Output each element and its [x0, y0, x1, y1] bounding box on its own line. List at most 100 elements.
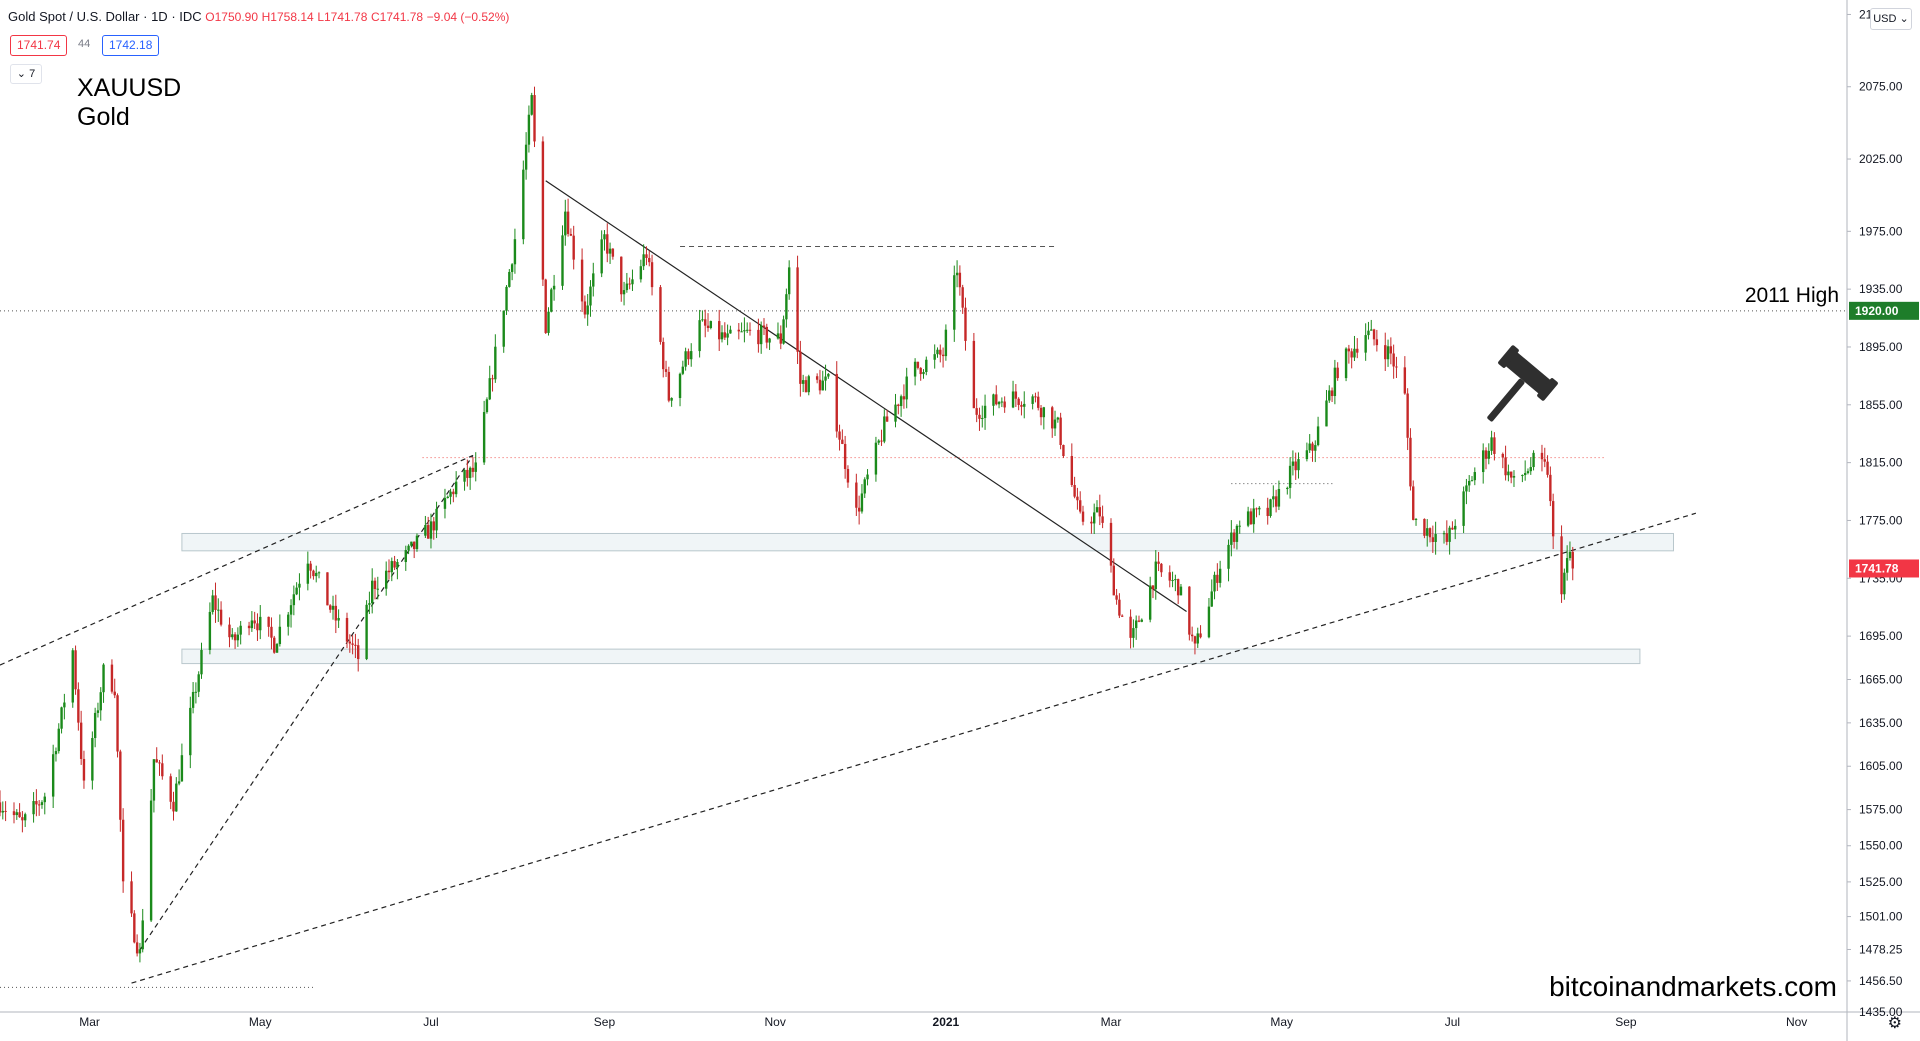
candle-body	[278, 626, 282, 645]
buy-price-button[interactable]: 1742.18	[102, 35, 160, 56]
candle-body	[432, 521, 435, 531]
candle-body	[370, 580, 374, 604]
candle-body	[796, 267, 799, 352]
candle-body	[880, 440, 883, 442]
gear-icon[interactable]: ⚙	[1887, 1015, 1902, 1032]
candle-body	[1571, 551, 1574, 569]
candle-body	[807, 376, 810, 393]
symbol-title[interactable]: Gold Spot / U.S. Dollar	[8, 9, 140, 24]
candle-body	[259, 616, 262, 631]
candle-body	[96, 710, 100, 713]
y-tick-label: 1895.00	[1859, 340, 1903, 354]
candle-body	[309, 563, 312, 571]
candle-body	[1311, 443, 1314, 451]
candle-body	[824, 376, 827, 381]
candle-body	[1540, 452, 1544, 460]
candle-body	[524, 144, 528, 170]
candle-body	[407, 545, 410, 551]
candle-body	[936, 349, 939, 355]
candle-body	[1386, 346, 1390, 360]
candle-body	[919, 367, 922, 375]
time-axis[interactable]: Mar May Jul Sep Nov 2021 Mar May Jul Sep Nov	[79, 1015, 1807, 1029]
candle-body	[287, 614, 290, 627]
candle-body	[1000, 401, 1004, 403]
candle-body	[54, 751, 58, 755]
candle-body	[337, 617, 340, 621]
candle-body	[827, 373, 830, 377]
candle-body	[1235, 525, 1239, 542]
candle-body	[172, 801, 175, 812]
candle-body	[1154, 561, 1157, 590]
candle-body	[180, 755, 184, 782]
candle-body	[1098, 507, 1102, 517]
candle-body	[43, 796, 46, 803]
candle-body	[113, 691, 116, 696]
candle-body	[295, 587, 298, 595]
interval-label[interactable]: 1D	[151, 9, 168, 24]
candle-body	[474, 462, 477, 472]
candle-body	[306, 563, 310, 584]
candle-body	[1364, 335, 1367, 353]
candle-body	[1291, 461, 1295, 466]
candle-body	[1252, 508, 1255, 525]
y-tick-label: 2075.00	[1859, 80, 1903, 94]
candle-body	[1179, 586, 1183, 596]
candle-body	[1451, 527, 1454, 530]
candle-body	[600, 239, 603, 274]
candle-body	[720, 332, 724, 340]
candle-body	[219, 609, 223, 625]
exchange-label: IDC	[179, 9, 202, 24]
candle-body	[1470, 480, 1474, 482]
currency-selector[interactable]: USD ⌄	[1870, 8, 1912, 30]
candle-body	[625, 283, 629, 291]
candle-body	[194, 691, 198, 693]
candle-body	[1151, 585, 1155, 590]
indicators-toggle[interactable]: ⌄ 7	[10, 64, 42, 84]
candle-body	[1079, 500, 1082, 512]
candle-body	[410, 541, 413, 546]
candle-body	[426, 525, 430, 539]
candle-body	[1174, 579, 1177, 581]
candle-body	[874, 442, 878, 475]
candle-body	[326, 572, 329, 606]
candle-body	[855, 482, 858, 508]
candle-body	[270, 626, 273, 638]
candle-body	[552, 285, 556, 290]
candle-body	[589, 286, 592, 306]
candle-body	[748, 329, 752, 331]
candle-body	[1493, 437, 1496, 454]
candle-body	[1490, 437, 1493, 451]
candle-body	[197, 674, 200, 692]
sell-price-button[interactable]: 1741.74	[10, 35, 68, 56]
indicators-count: 7	[29, 68, 36, 80]
candle-body	[821, 380, 824, 391]
candle-body	[236, 634, 240, 641]
candle-body	[502, 310, 505, 347]
candle-body	[1277, 489, 1281, 507]
candle-body	[1305, 450, 1309, 460]
candle-body	[71, 650, 74, 703]
candle-body	[698, 320, 701, 352]
candle-body	[155, 759, 158, 763]
candle-body	[1403, 367, 1407, 394]
candle-body	[1230, 532, 1233, 545]
candle-body	[443, 497, 447, 509]
candle-body	[885, 416, 889, 422]
candle-body	[233, 634, 237, 641]
candle-body	[1308, 443, 1311, 451]
candle-body	[1115, 595, 1118, 600]
candle-body	[1272, 496, 1275, 500]
candle-body	[740, 331, 743, 333]
candle-body	[1551, 501, 1555, 537]
candle-body	[149, 800, 153, 921]
candle-body	[718, 321, 721, 340]
candle-body	[1051, 407, 1054, 429]
y-tick-label: 1435.00	[1859, 1005, 1903, 1019]
candle-body	[494, 346, 497, 380]
candle-body	[678, 373, 682, 398]
candle-body	[939, 349, 942, 355]
candle-body	[189, 707, 192, 756]
candle-body	[1196, 633, 1199, 644]
y-tick-label: 1775.00	[1859, 513, 1903, 527]
